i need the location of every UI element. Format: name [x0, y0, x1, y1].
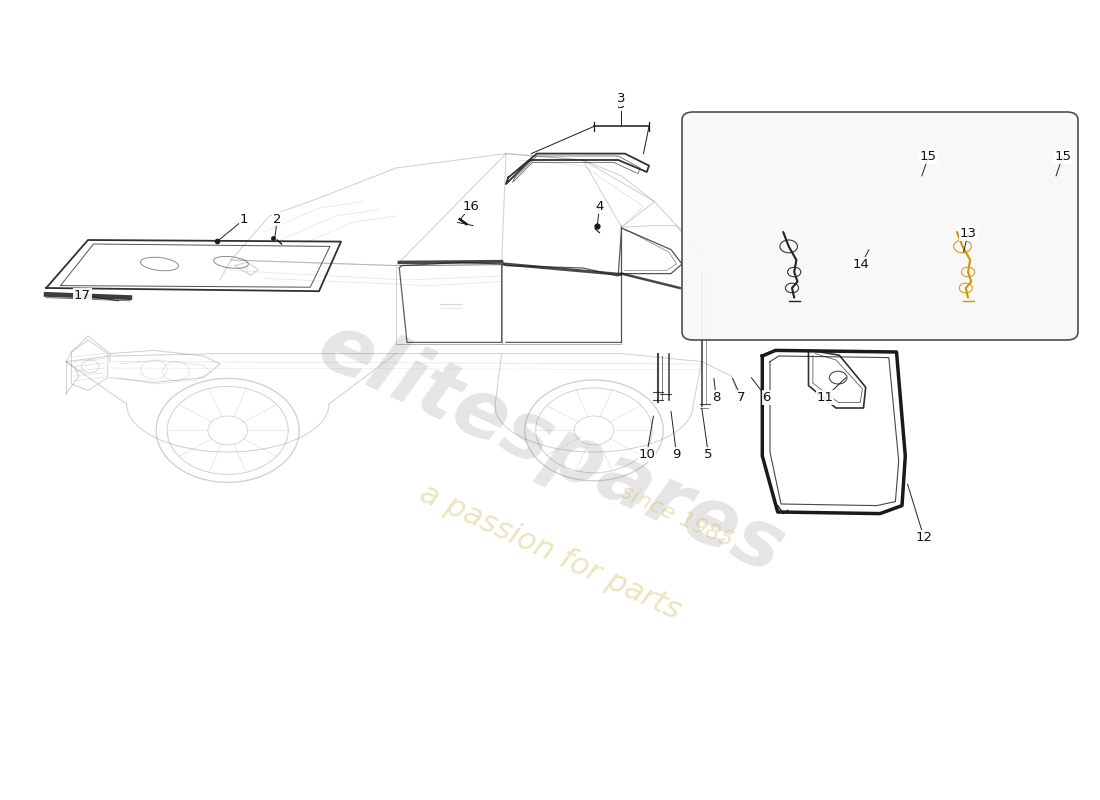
Text: 17: 17	[74, 289, 91, 302]
Text: elitespares: elitespares	[305, 306, 795, 590]
Text: 11: 11	[816, 391, 834, 404]
Text: 15: 15	[1054, 150, 1071, 163]
Text: 5: 5	[704, 448, 713, 461]
Text: 3: 3	[617, 92, 626, 105]
FancyBboxPatch shape	[682, 112, 1078, 340]
Text: 13: 13	[959, 227, 977, 240]
Text: 16: 16	[462, 200, 480, 213]
Text: 8: 8	[712, 391, 720, 404]
Text: 12: 12	[915, 531, 933, 544]
Text: 3: 3	[617, 98, 626, 110]
Text: 7: 7	[737, 391, 746, 404]
Text: a passion for parts: a passion for parts	[415, 478, 685, 626]
Text: 15: 15	[920, 150, 937, 163]
Text: 10: 10	[638, 448, 656, 461]
Text: 9: 9	[672, 448, 681, 461]
Text: 1: 1	[240, 213, 249, 226]
Text: 14: 14	[852, 258, 870, 270]
Text: 6: 6	[762, 391, 771, 404]
Text: 4: 4	[595, 200, 604, 213]
Text: since 1985: since 1985	[617, 482, 736, 550]
Text: 2: 2	[273, 213, 282, 226]
